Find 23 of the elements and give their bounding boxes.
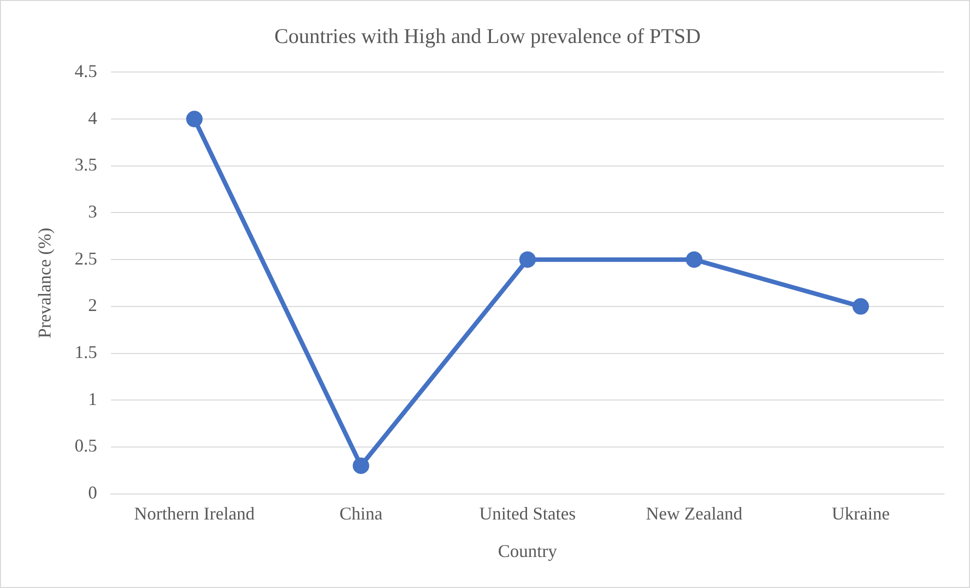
- x-tick-label: China: [339, 503, 382, 524]
- x-tick-label: Ukraine: [832, 503, 890, 524]
- point: [519, 251, 536, 268]
- point: [686, 251, 702, 268]
- y-axis-title: Prevalance (%): [34, 228, 55, 338]
- y-tick-label: 2.5: [74, 248, 98, 268]
- x-tick-label: United States: [479, 503, 576, 524]
- y-tick-label: 3.5: [74, 154, 98, 175]
- y-tick-label: 1: [88, 388, 98, 409]
- y-tick-label: 0: [88, 482, 98, 503]
- y-tick-label: 1.5: [74, 342, 98, 362]
- chart-title: Countries with High and Low prevalence of PTSD: [274, 24, 701, 48]
- point: [352, 457, 370, 474]
- x-tick-label: Northern Ireland: [134, 503, 255, 524]
- y-tick-label: 3: [88, 201, 98, 222]
- y-tick-label: 4.5: [74, 60, 98, 81]
- y-tick-label: 4: [88, 108, 98, 128]
- x-axis-title: Country: [498, 540, 558, 561]
- y-tick-label: 2: [88, 295, 98, 316]
- x-tick-label: New Zealand: [646, 503, 742, 524]
- point: [852, 298, 869, 315]
- y-tick-label: 0.5: [74, 436, 98, 456]
- point: [186, 110, 203, 128]
